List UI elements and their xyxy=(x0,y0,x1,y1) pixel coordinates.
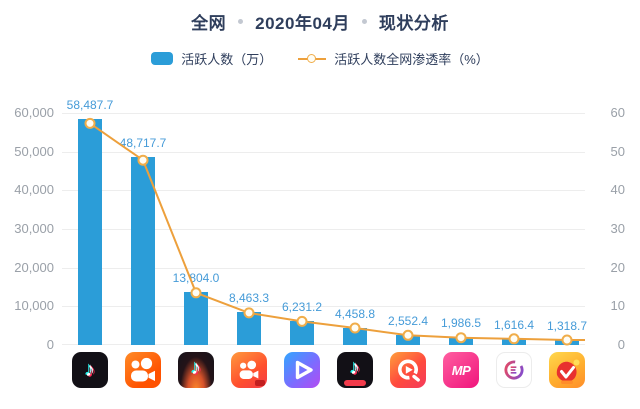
bar-value-label: 2,552.4 xyxy=(387,314,429,329)
weishi-icon xyxy=(284,352,320,388)
title-segment-scope: 全网 xyxy=(191,13,227,33)
gridline xyxy=(62,152,585,153)
gridline xyxy=(62,306,585,307)
title-segment-period: 2020年04月 xyxy=(255,13,350,33)
line-marker xyxy=(190,287,202,299)
chart-legend: 活跃人数（万） 活跃人数全网渗透率（%） xyxy=(0,49,640,67)
line-marker xyxy=(137,154,149,166)
bar-value-label: 13,804.0 xyxy=(172,270,220,285)
line-series-swatch-icon xyxy=(298,53,327,63)
gridline xyxy=(62,113,585,114)
right-axis-tick-label: 20 xyxy=(610,259,625,275)
video-app-9-icon xyxy=(496,352,532,388)
kuaishou-icon xyxy=(125,352,161,388)
penetration-line xyxy=(89,122,585,341)
bar-value-label: 1,318.7 xyxy=(546,318,588,333)
douyin-icon: ♪ xyxy=(72,352,108,388)
plot-area: 58,487.7 48,717.7 13,804.0 8,463.3 6,231.2 4,… xyxy=(62,98,587,346)
title-segment-topic: 现状分析 xyxy=(378,13,449,33)
bar-kuaishou xyxy=(131,156,155,345)
category-icons-row: ♪ ♪ ♪ MP xyxy=(62,352,585,388)
legend-label: 活跃人数全网渗透率（%） xyxy=(334,51,489,67)
bar-value-label: 8,463.3 xyxy=(228,291,270,306)
dot-separator-icon xyxy=(361,18,367,24)
dot-separator-icon xyxy=(238,18,244,24)
left-axis-tick-label: 40,000 xyxy=(14,182,54,198)
line-marker xyxy=(402,329,414,341)
legend-item-line-series[interactable]: 活跃人数全网渗透率（%） xyxy=(298,49,489,68)
left-axis-tick-label: 10,000 xyxy=(14,298,54,314)
gridline xyxy=(62,344,585,345)
bar-value-label: 58,487.7 xyxy=(66,97,114,112)
penetration-line-layer xyxy=(84,117,585,346)
right-axis-tick-label: 50 xyxy=(610,143,625,159)
bar-douyin-jisu xyxy=(343,327,367,345)
bar-value-label: 6,231.2 xyxy=(281,299,323,314)
bar-value-label: 1,986.5 xyxy=(440,316,482,331)
right-axis-tick-label: 40 xyxy=(610,182,625,198)
quanmin-video-icon xyxy=(390,352,426,388)
bar-value-label: 4,458.8 xyxy=(334,306,376,321)
line-marker xyxy=(455,332,467,344)
right-axis-tick-label: 0 xyxy=(617,337,625,352)
legend-label: 活跃人数（万） xyxy=(181,51,273,67)
line-marker xyxy=(84,117,96,129)
gridline xyxy=(62,190,585,191)
left-axis-tick-label: 20,000 xyxy=(14,259,54,275)
right-axis: 0 10 20 30 40 50 60 xyxy=(600,105,625,352)
line-marker xyxy=(243,307,255,319)
gridline xyxy=(62,229,585,230)
right-axis-tick-label: 10 xyxy=(610,298,625,314)
line-marker xyxy=(296,315,308,327)
left-axis-tick-label: 0 xyxy=(46,337,54,352)
line-marker xyxy=(349,322,361,334)
left-axis: 0 10,000 20,000 30,000 40,000 50,000 60,000 xyxy=(0,105,54,352)
line-marker xyxy=(561,334,573,346)
meipai-icon: MP xyxy=(443,352,479,388)
left-axis-tick-label: 30,000 xyxy=(14,221,54,236)
douyin-huoshan-icon: ♪ xyxy=(178,352,214,388)
chart-title: 全网 2020年04月 现状分析 xyxy=(0,9,640,33)
left-axis-tick-label: 60,000 xyxy=(14,105,54,120)
gridline xyxy=(62,268,585,269)
kuaishou-jisu-icon xyxy=(231,352,267,388)
bar-value-label: 1,616.4 xyxy=(493,317,535,332)
video-app-10-icon xyxy=(549,352,585,388)
right-axis-tick-label: 30 xyxy=(610,221,625,236)
right-axis-tick-label: 60 xyxy=(610,105,625,120)
line-marker xyxy=(508,333,520,345)
bar-douyin-huoshan xyxy=(184,291,208,345)
bar-series-swatch-icon xyxy=(151,51,174,65)
bar-douyin xyxy=(78,118,102,345)
left-axis-tick-label: 50,000 xyxy=(14,143,54,159)
bar-value-label: 48,717.7 xyxy=(119,135,167,150)
douyin-jisu-icon: ♪ xyxy=(337,352,373,388)
legend-item-bar-series[interactable]: 活跃人数（万） xyxy=(151,49,272,68)
